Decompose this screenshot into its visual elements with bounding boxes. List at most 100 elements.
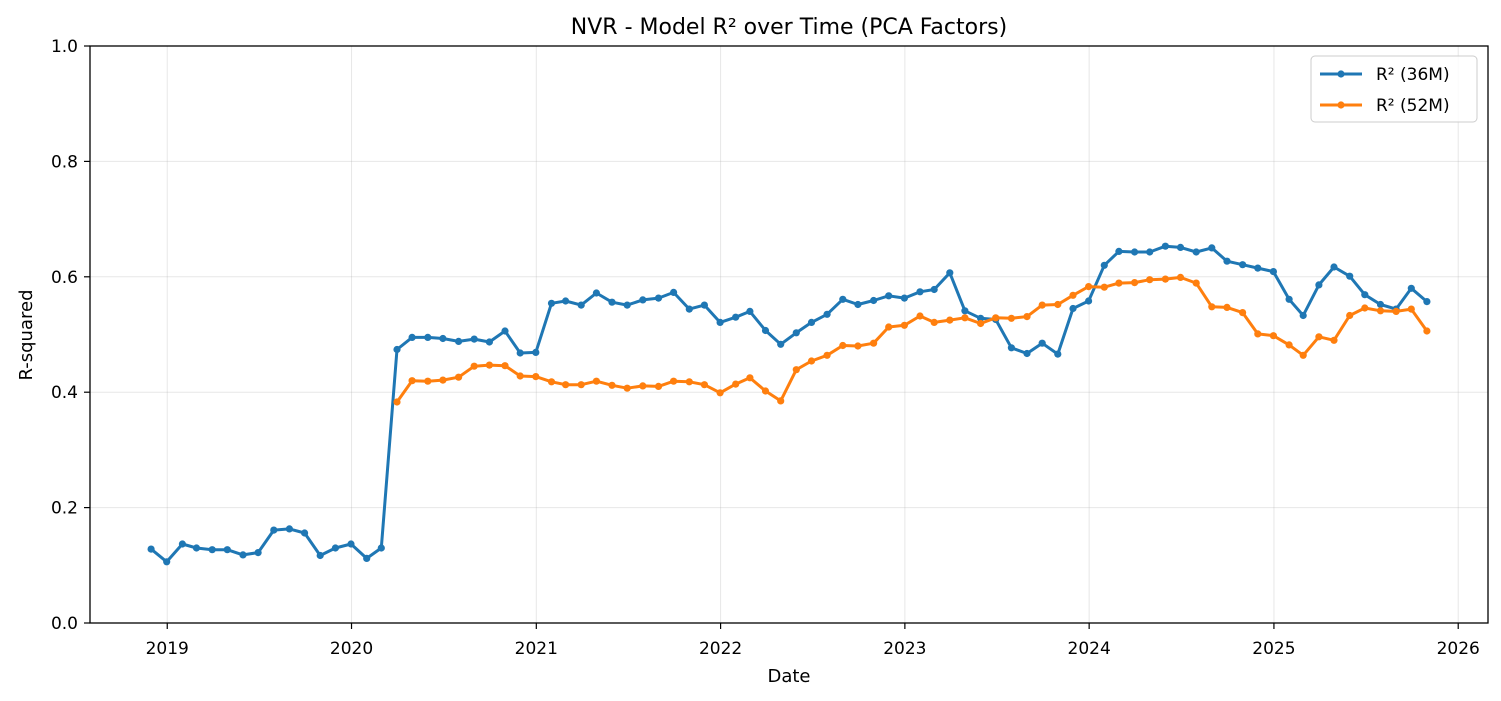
- data-point: [285, 525, 293, 533]
- data-point: [408, 333, 416, 341]
- data-point: [1085, 297, 1093, 305]
- data-point: [239, 551, 247, 559]
- data-point: [547, 299, 556, 307]
- data-point: [792, 329, 800, 337]
- data-point: [608, 298, 616, 306]
- x-tick-label: 2022: [699, 639, 742, 659]
- data-point: [977, 319, 985, 328]
- data-point: [501, 362, 509, 370]
- data-point: [208, 546, 216, 554]
- data-point: [1299, 351, 1307, 359]
- data-point: [1023, 349, 1031, 358]
- x-tick-label: 2026: [1437, 639, 1480, 659]
- data-point: [301, 529, 309, 537]
- data-point: [178, 540, 186, 548]
- data-point: [916, 288, 924, 296]
- data-point: [700, 301, 709, 309]
- y-tick-label: 0.2: [51, 499, 78, 519]
- data-point: [961, 307, 969, 315]
- data-point: [977, 314, 985, 322]
- data-point: [192, 544, 201, 552]
- data-point: [777, 340, 785, 348]
- data-point: [854, 342, 862, 350]
- data-point: [1269, 332, 1277, 340]
- data-point: [670, 288, 678, 296]
- data-point: [516, 349, 524, 357]
- data-point: [870, 339, 878, 347]
- data-point: [163, 558, 171, 566]
- data-point: [1176, 273, 1185, 281]
- data-point: [623, 301, 631, 309]
- data-point: [839, 295, 847, 303]
- data-point: [870, 296, 878, 305]
- data-point: [562, 381, 570, 389]
- data-point: [1115, 279, 1123, 287]
- data-point: [1285, 341, 1293, 349]
- legend-swatch-marker: [1337, 70, 1345, 78]
- data-point: [716, 318, 724, 326]
- data-point: [577, 381, 585, 389]
- data-point: [485, 361, 493, 369]
- data-point: [1254, 264, 1262, 272]
- data-point: [670, 377, 678, 385]
- x-axis-label: Date: [767, 666, 810, 687]
- data-point: [716, 389, 724, 397]
- data-point: [1069, 291, 1077, 299]
- data-point: [1239, 261, 1247, 269]
- data-point: [1361, 291, 1369, 299]
- data-point: [761, 387, 770, 395]
- data-point: [562, 297, 570, 305]
- y-tick-label: 1.0: [51, 37, 78, 57]
- data-point: [1223, 257, 1231, 265]
- data-point: [1085, 283, 1093, 291]
- x-tick-label: 2024: [1068, 639, 1111, 659]
- data-point: [455, 373, 463, 381]
- data-point: [424, 377, 432, 385]
- y-tick-label: 0.6: [51, 268, 78, 288]
- x-tick-label: 2019: [146, 639, 189, 659]
- data-point: [147, 545, 155, 553]
- data-point: [792, 366, 800, 374]
- data-point: [254, 549, 262, 557]
- data-point: [807, 318, 816, 326]
- data-point: [1346, 311, 1354, 320]
- data-point: [1054, 350, 1062, 358]
- data-point: [946, 269, 954, 277]
- data-point: [1269, 268, 1277, 276]
- data-point: [223, 546, 231, 554]
- data-point: [1161, 275, 1169, 283]
- data-point: [823, 310, 831, 318]
- series-layer: [147, 242, 1431, 566]
- plot-frame: [89, 45, 1489, 624]
- data-point: [592, 289, 601, 297]
- data-point: [485, 338, 493, 346]
- data-point: [1208, 244, 1216, 252]
- data-point: [700, 381, 709, 389]
- data-point: [393, 398, 401, 406]
- y-tick-label: 0.0: [51, 614, 78, 634]
- data-point: [654, 294, 663, 302]
- chart-title: NVR - Model R² over Time (PCA Factors): [571, 15, 1007, 40]
- data-point: [900, 321, 909, 329]
- data-point: [639, 382, 647, 390]
- legend: R² (36M) R² (52M): [1310, 55, 1478, 123]
- data-point: [746, 307, 754, 315]
- legend-swatch-marker: [1337, 101, 1345, 109]
- data-point: [900, 294, 909, 302]
- data-point: [470, 335, 478, 343]
- data-point: [807, 357, 816, 365]
- data-point: [363, 554, 371, 563]
- data-point: [270, 526, 278, 534]
- data-point: [961, 314, 969, 322]
- data-point: [732, 313, 740, 321]
- data-point: [1315, 333, 1323, 341]
- data-point: [592, 377, 601, 385]
- data-point: [885, 323, 893, 331]
- data-point: [1239, 309, 1247, 317]
- data-point: [1038, 301, 1046, 309]
- data-point: [839, 341, 847, 350]
- data-point: [1315, 281, 1323, 289]
- data-point: [854, 300, 862, 309]
